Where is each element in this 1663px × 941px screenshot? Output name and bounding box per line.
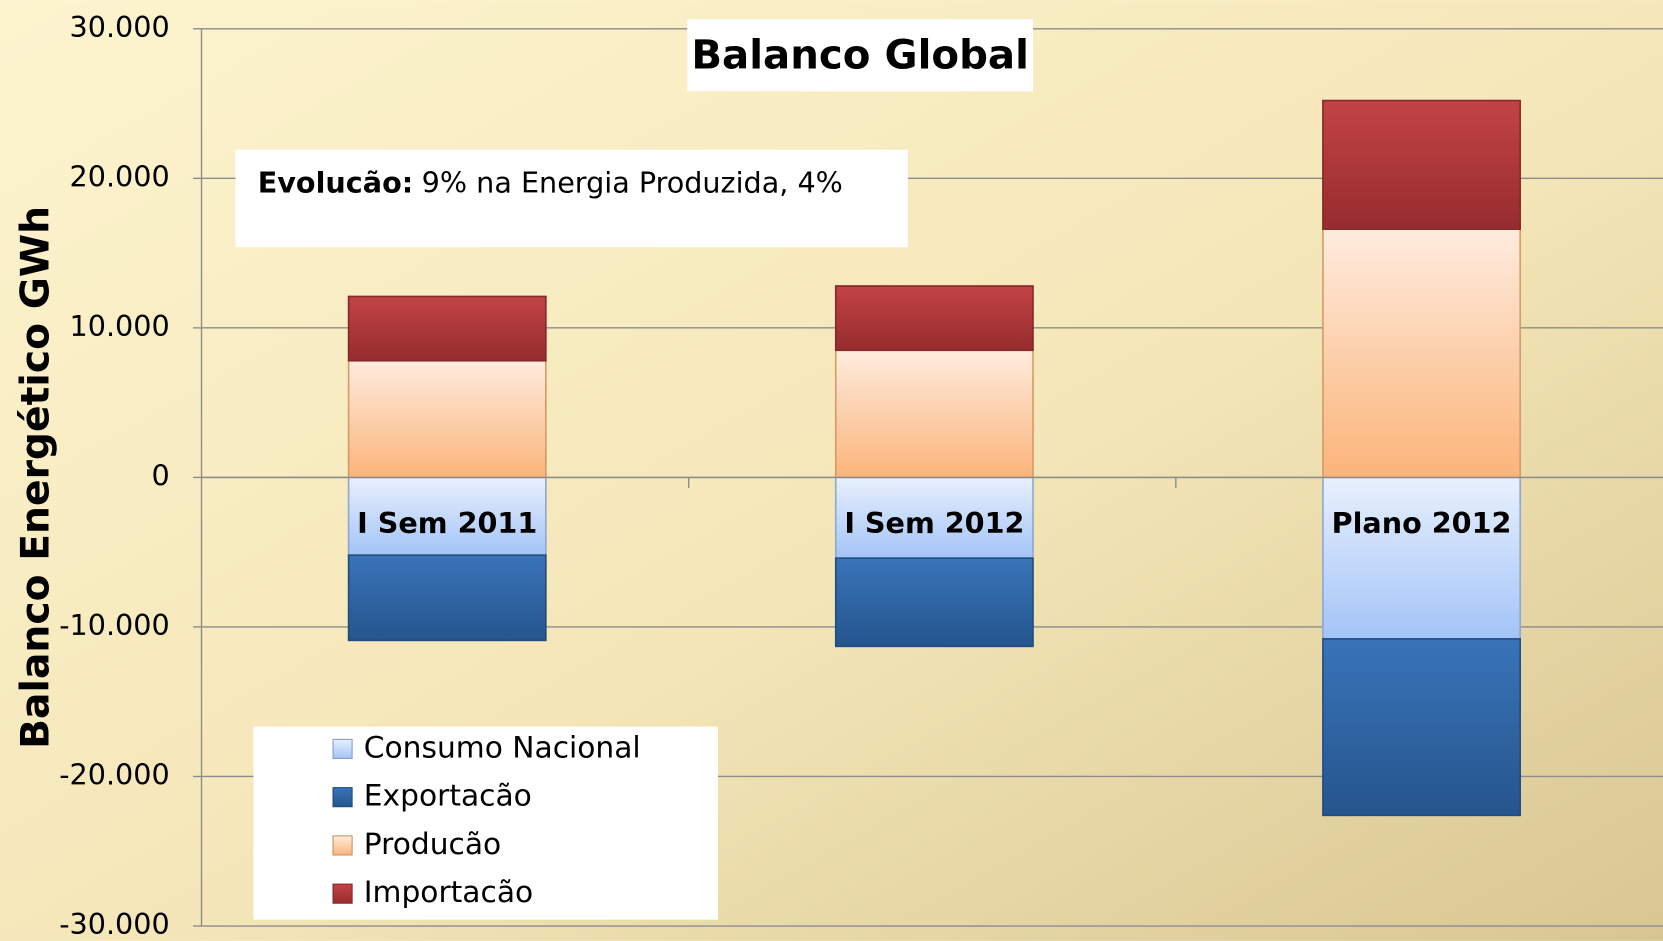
bar-segment bbox=[347, 554, 547, 642]
legend-label: Exportacão bbox=[364, 779, 532, 814]
legend-swatch bbox=[332, 787, 353, 808]
y-tick-label: -10.000 bbox=[59, 608, 170, 642]
annotation-text: 9% na Energia Produzida, 4% bbox=[422, 166, 843, 200]
annotation-box bbox=[235, 149, 908, 248]
x-tick-label: I Sem 2011 bbox=[357, 506, 537, 540]
y-axis-label: Balanco Energético GWh bbox=[14, 206, 59, 749]
bar-segment bbox=[834, 557, 1034, 648]
x-tick-label: I Sem 2012 bbox=[844, 506, 1024, 540]
bar-segment bbox=[834, 285, 1034, 352]
chart-title: Balanco Global bbox=[691, 31, 1029, 78]
bar-segment bbox=[1322, 228, 1521, 479]
bar-segment bbox=[1322, 476, 1521, 640]
y-tick-label: -30.000 bbox=[59, 907, 170, 941]
bar-segment bbox=[1322, 638, 1521, 817]
y-tick-label: -20.000 bbox=[59, 757, 170, 791]
bar-segment bbox=[834, 349, 1034, 479]
y-tick-label: 10.000 bbox=[70, 309, 170, 343]
title-box bbox=[687, 19, 1034, 92]
bar-segment bbox=[1322, 99, 1521, 230]
bar-segment bbox=[834, 476, 1034, 559]
legend-label: Consumo Nacional bbox=[364, 730, 641, 765]
y-tick-label: 30.000 bbox=[70, 10, 170, 44]
legend-swatch bbox=[332, 738, 353, 759]
y-tick-label: 20.000 bbox=[70, 159, 170, 193]
bar-segment bbox=[347, 295, 547, 362]
annotation: Evolucão: 9% na Energia Produzida, 4% bbox=[258, 166, 843, 200]
bar-segment bbox=[347, 359, 547, 479]
x-tick-label: Plano 2012 bbox=[1332, 506, 1512, 540]
y-tick-label: 0 bbox=[151, 458, 169, 492]
legend-label: Importacão bbox=[364, 875, 533, 910]
legend-label: Producão bbox=[364, 827, 501, 862]
legend-swatch bbox=[332, 835, 353, 856]
legend-swatch bbox=[332, 883, 353, 904]
legend-box bbox=[253, 726, 719, 920]
annotation-label: Evolucão: bbox=[258, 166, 413, 200]
